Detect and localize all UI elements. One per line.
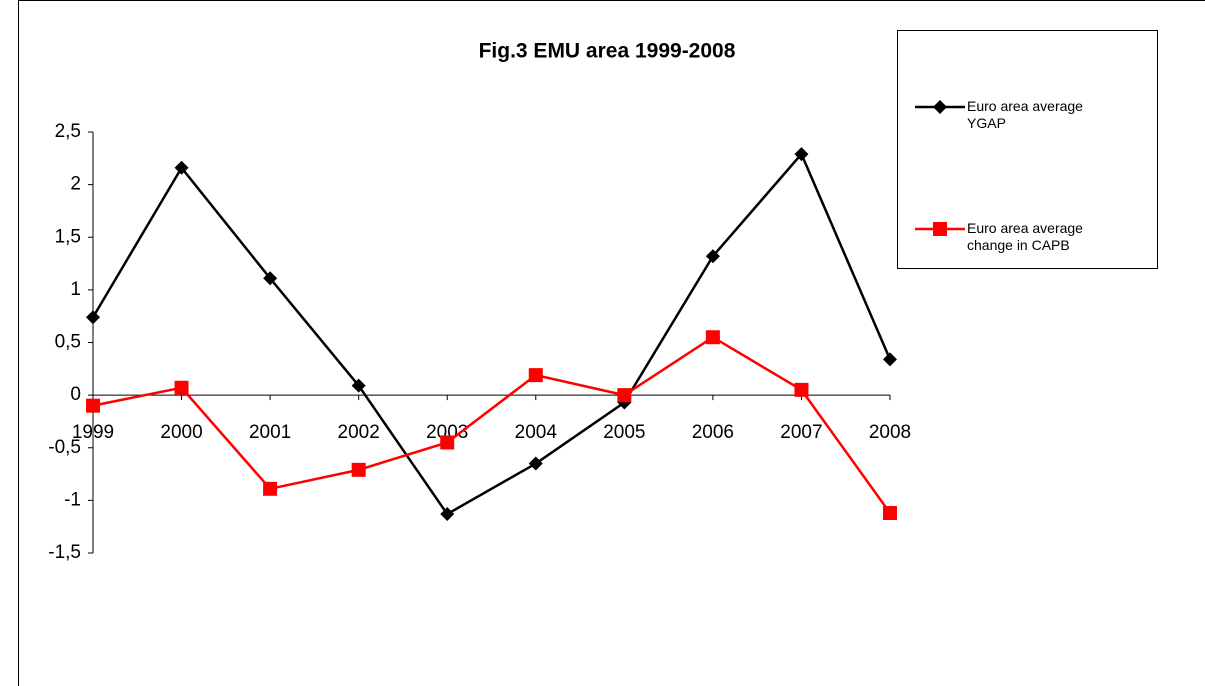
marker [883, 352, 897, 367]
marker [263, 271, 278, 286]
marker [263, 481, 278, 496]
marker [933, 100, 947, 114]
x-tick-label: 2007 [780, 422, 822, 443]
y-tick-label: 1,5 [55, 226, 81, 247]
chart-frame [18, 0, 1205, 686]
marker [351, 378, 366, 393]
y-tick-label: -1,5 [48, 542, 81, 563]
marker [528, 368, 543, 383]
marker [351, 462, 366, 477]
marker [528, 456, 543, 471]
y-tick-label: 2,5 [55, 121, 81, 142]
chart-title: Fig.3 EMU area 1999-2008 [479, 40, 736, 63]
marker [86, 310, 100, 325]
y-tick-label: 0,5 [55, 332, 81, 353]
x-tick-label: 2002 [338, 422, 380, 443]
marker [933, 222, 947, 236]
legend-box [897, 30, 1158, 269]
x-tick-label: 2001 [249, 422, 291, 443]
x-tick-label: 2000 [160, 422, 202, 443]
y-tick-label: 0 [70, 384, 81, 405]
legend-label: Euro area average change in CAPB [967, 220, 1083, 253]
marker [440, 435, 455, 450]
line [92, 335, 892, 514]
y-tick-label: -1 [64, 489, 81, 510]
legend-label: Euro area average YGAP [967, 98, 1083, 131]
x-tick-label: 1999 [72, 422, 114, 443]
x-tick-label: 2004 [515, 422, 558, 443]
y-tick-label: 1 [70, 279, 81, 300]
x-tick-label: 2003 [426, 422, 468, 443]
marker [883, 506, 897, 521]
x-tick-label: 2005 [603, 422, 645, 443]
marker [440, 507, 455, 522]
marker [174, 380, 189, 395]
marker [794, 147, 809, 162]
x-tick-label: 2008 [869, 422, 911, 443]
marker [705, 330, 720, 345]
line [91, 151, 892, 516]
y-tick-label: -0,5 [48, 437, 81, 458]
x-tick-label: 2006 [692, 422, 734, 443]
marker [705, 249, 720, 264]
marker [86, 398, 100, 413]
marker [174, 160, 189, 175]
y-tick-label: 2 [70, 174, 81, 195]
marker [617, 388, 632, 403]
marker [794, 382, 809, 397]
